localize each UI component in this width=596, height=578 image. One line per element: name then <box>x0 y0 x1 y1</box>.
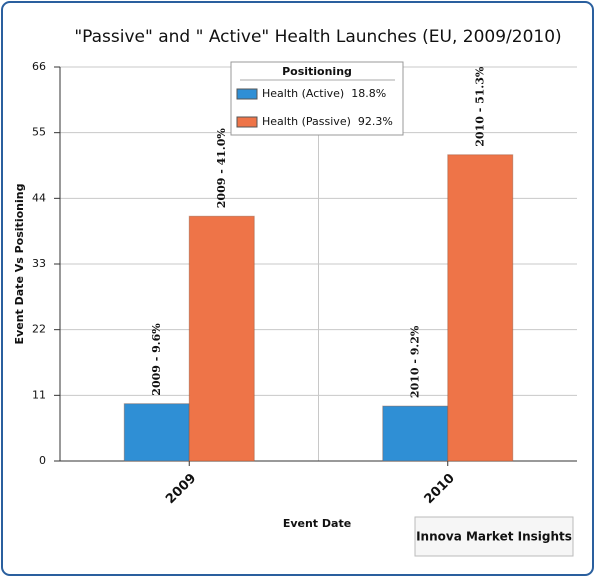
y-tick-label: 11 <box>32 388 46 401</box>
bar <box>123 403 190 462</box>
data-label: 2009 - 9.6% <box>150 323 163 396</box>
y-tick-label: 33 <box>32 257 46 270</box>
bar <box>447 154 514 462</box>
legend-swatch <box>236 88 258 100</box>
y-axis-label: Event Date Vs Positioning <box>13 184 26 345</box>
chart-title: "Passive" and " Active" Health Launches … <box>74 27 561 47</box>
y-tick-label: 55 <box>32 126 46 139</box>
legend: Positioning Health (Active) 18.8% Health … <box>230 61 404 136</box>
legend-title: Positioning <box>282 65 352 78</box>
data-label: 2010 - 9.2% <box>408 325 421 398</box>
x-axis-label: Event Date <box>283 517 351 530</box>
data-label: 2009 - 41.0% <box>215 128 228 209</box>
data-label: 2010 - 51.3% <box>473 66 486 147</box>
legend-swatch <box>236 116 258 128</box>
legend-box <box>230 61 404 136</box>
legend-label: Health (Passive) 92.3% <box>262 115 393 128</box>
watermark: Innova Market Insights <box>416 530 572 544</box>
y-tick-label: 66 <box>32 60 46 73</box>
legend-label: Health (Active) 18.8% <box>262 87 386 100</box>
y-tick-label: 44 <box>32 191 46 204</box>
watermark-box <box>414 516 574 557</box>
y-tick-label: 0 <box>39 454 46 467</box>
bar <box>188 215 255 462</box>
y-tick-label: 22 <box>32 323 46 336</box>
bar <box>382 405 449 462</box>
